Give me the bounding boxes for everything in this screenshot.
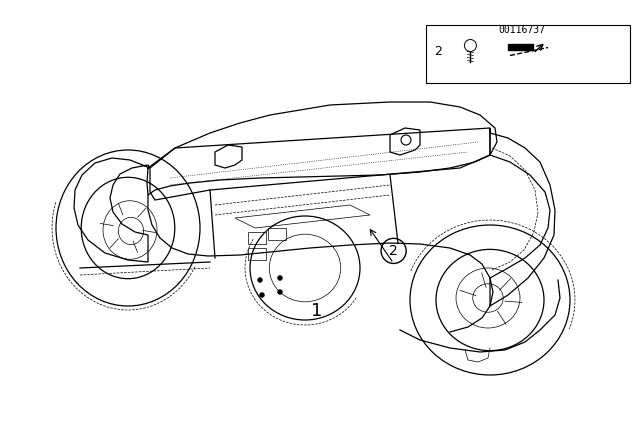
Text: 1: 1	[311, 302, 323, 320]
Text: 00116737: 00116737	[498, 26, 545, 35]
Circle shape	[257, 277, 262, 283]
Text: 2: 2	[435, 45, 442, 58]
Circle shape	[278, 276, 282, 280]
Circle shape	[259, 293, 264, 297]
Circle shape	[278, 289, 282, 294]
Text: 2: 2	[389, 244, 398, 258]
Bar	[426, 25, 630, 83]
Polygon shape	[508, 43, 533, 50]
